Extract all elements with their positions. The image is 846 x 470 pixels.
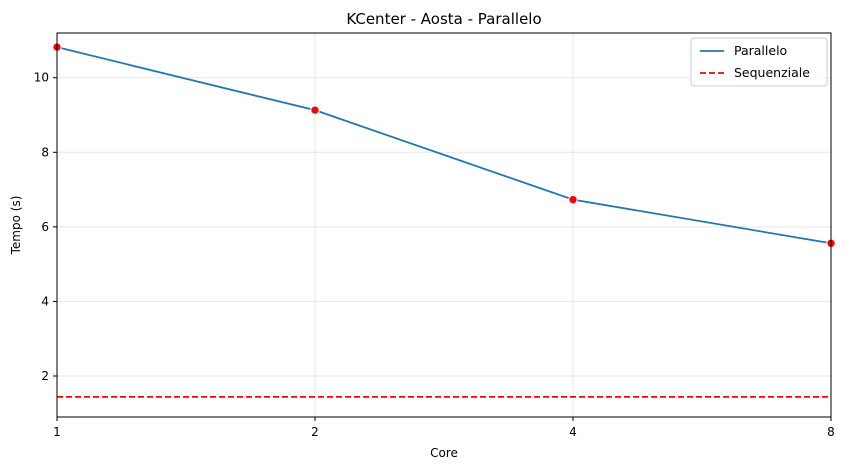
x-tick-label: 1 [53,425,61,439]
grid [56,33,832,417]
series-line-parallelo [56,46,832,245]
x-axis: 1 2 4 8 [53,417,835,439]
series-layer [52,42,836,398]
y-tick-label: 8 [41,145,49,159]
x-tick-label: 2 [311,425,319,439]
y-tick-label: 10 [34,71,49,85]
legend-label-parallelo: Parallelo [734,43,787,58]
plot-frame [56,32,832,418]
x-axis-label: Core [430,446,458,460]
y-axis: 2 4 6 8 10 [34,71,57,383]
y-tick-label: 4 [41,294,49,308]
legend-label-sequenziale: Sequenziale [734,65,810,80]
data-point [568,194,578,205]
x-tick-label: 8 [827,425,835,439]
y-tick-label: 6 [41,220,49,234]
chart-title: KCenter - Aosta - Parallelo [346,10,541,28]
y-axis-label: Tempo (s) [9,196,23,256]
x-tick-label: 4 [569,425,577,439]
legend-box [690,37,828,87]
data-point [310,105,320,115]
y-tick-label: 2 [41,369,49,383]
legend: Parallelo Sequenziale [690,37,828,87]
